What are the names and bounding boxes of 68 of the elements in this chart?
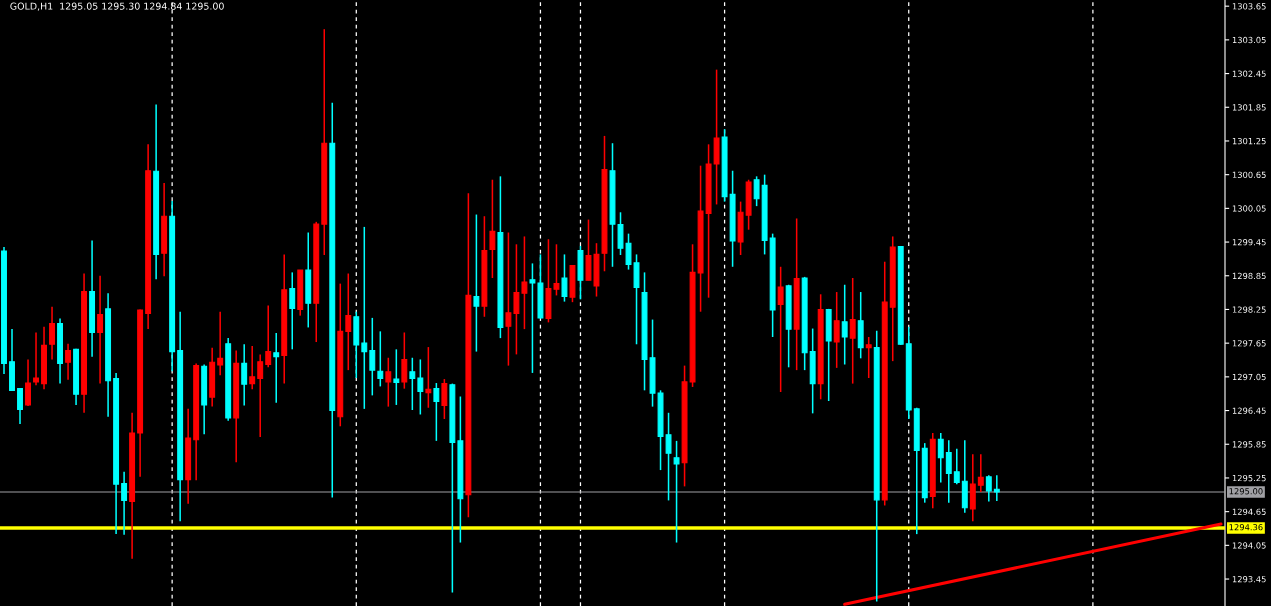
- candlestick: [425, 346, 432, 409]
- candlestick: [529, 262, 536, 374]
- y-tick-label: 1295.85: [1232, 441, 1266, 448]
- candlestick: [433, 382, 440, 442]
- candlestick: [985, 474, 992, 503]
- candlestick: [241, 343, 248, 407]
- y-tick-label: 1301.25: [1232, 137, 1266, 145]
- y-tick-label: 1294.05: [1232, 542, 1266, 549]
- candlestick: [65, 342, 72, 381]
- y-tick-label: 1302.45: [1232, 70, 1266, 77]
- y-tick-label: 1303.65: [1232, 3, 1266, 10]
- candlestick: [289, 271, 296, 351]
- candlestick: [993, 474, 1000, 502]
- candlestick: [345, 272, 352, 371]
- candlestick: [249, 345, 256, 390]
- y-tick-label: 1297.05: [1232, 373, 1266, 381]
- y-tick-label: 1298.25: [1232, 306, 1266, 313]
- y-tick-label: 1295.25: [1232, 474, 1266, 482]
- candlestick: [441, 378, 448, 420]
- candlestick: [513, 243, 520, 356]
- candlestick: [753, 175, 760, 207]
- candlestick: [393, 348, 400, 406]
- candlestick: [777, 266, 784, 393]
- candlestick: [265, 304, 272, 369]
- candlestick: [273, 332, 280, 404]
- y-tick-label: 1300.65: [1232, 171, 1266, 178]
- candlestick: [673, 440, 680, 544]
- candlestick: [849, 277, 856, 385]
- candlestick: [361, 226, 368, 410]
- y-tick-label: 1303.05: [1232, 36, 1266, 44]
- candlestick: [841, 283, 848, 366]
- candlestick: [945, 439, 952, 504]
- y-tick-label: 1296.45: [1232, 407, 1266, 414]
- candlestick: [97, 274, 104, 385]
- candlestick: [553, 243, 560, 297]
- candlestick: [865, 336, 872, 379]
- candlestick: [489, 178, 496, 279]
- candlestick: [417, 358, 424, 416]
- y-tick-label: 1294.65: [1232, 508, 1266, 515]
- ref-line-label: 1294.36: [1229, 524, 1263, 531]
- candlestick: [17, 387, 23, 425]
- candlestick: [937, 432, 944, 484]
- candlestick: [561, 253, 568, 303]
- chart-title: GOLD,H1 1295.05 1295.30 1294.84 1295.00: [10, 2, 224, 11]
- candlestick: [409, 356, 416, 411]
- candlestick: [217, 310, 224, 376]
- candlestick: [385, 356, 392, 408]
- candlestick: [833, 291, 840, 369]
- y-tick-label: 1299.45: [1232, 239, 1266, 246]
- candlestick: [25, 358, 31, 407]
- candlestick: [977, 453, 984, 493]
- candlestick: [521, 235, 528, 330]
- candlestick: [953, 447, 960, 485]
- candlestick: [473, 213, 480, 353]
- candlestick: [505, 231, 512, 367]
- candlestick: [121, 471, 128, 536]
- candlestick: [401, 331, 408, 390]
- y-tick-label: 1297.65: [1232, 340, 1266, 347]
- y-tick-label: 1301.85: [1232, 104, 1266, 111]
- candlestick: [33, 331, 39, 387]
- ref-line-label: 1295.00: [1229, 488, 1263, 495]
- y-tick-label: 1293.45: [1232, 576, 1266, 583]
- candlestick: [49, 305, 55, 361]
- candlestick: [377, 330, 384, 388]
- candlestick: [369, 317, 376, 397]
- y-tick-label: 1298.85: [1232, 272, 1266, 280]
- y-tick-label: 1300.05: [1232, 205, 1266, 212]
- candlestick: [257, 353, 264, 438]
